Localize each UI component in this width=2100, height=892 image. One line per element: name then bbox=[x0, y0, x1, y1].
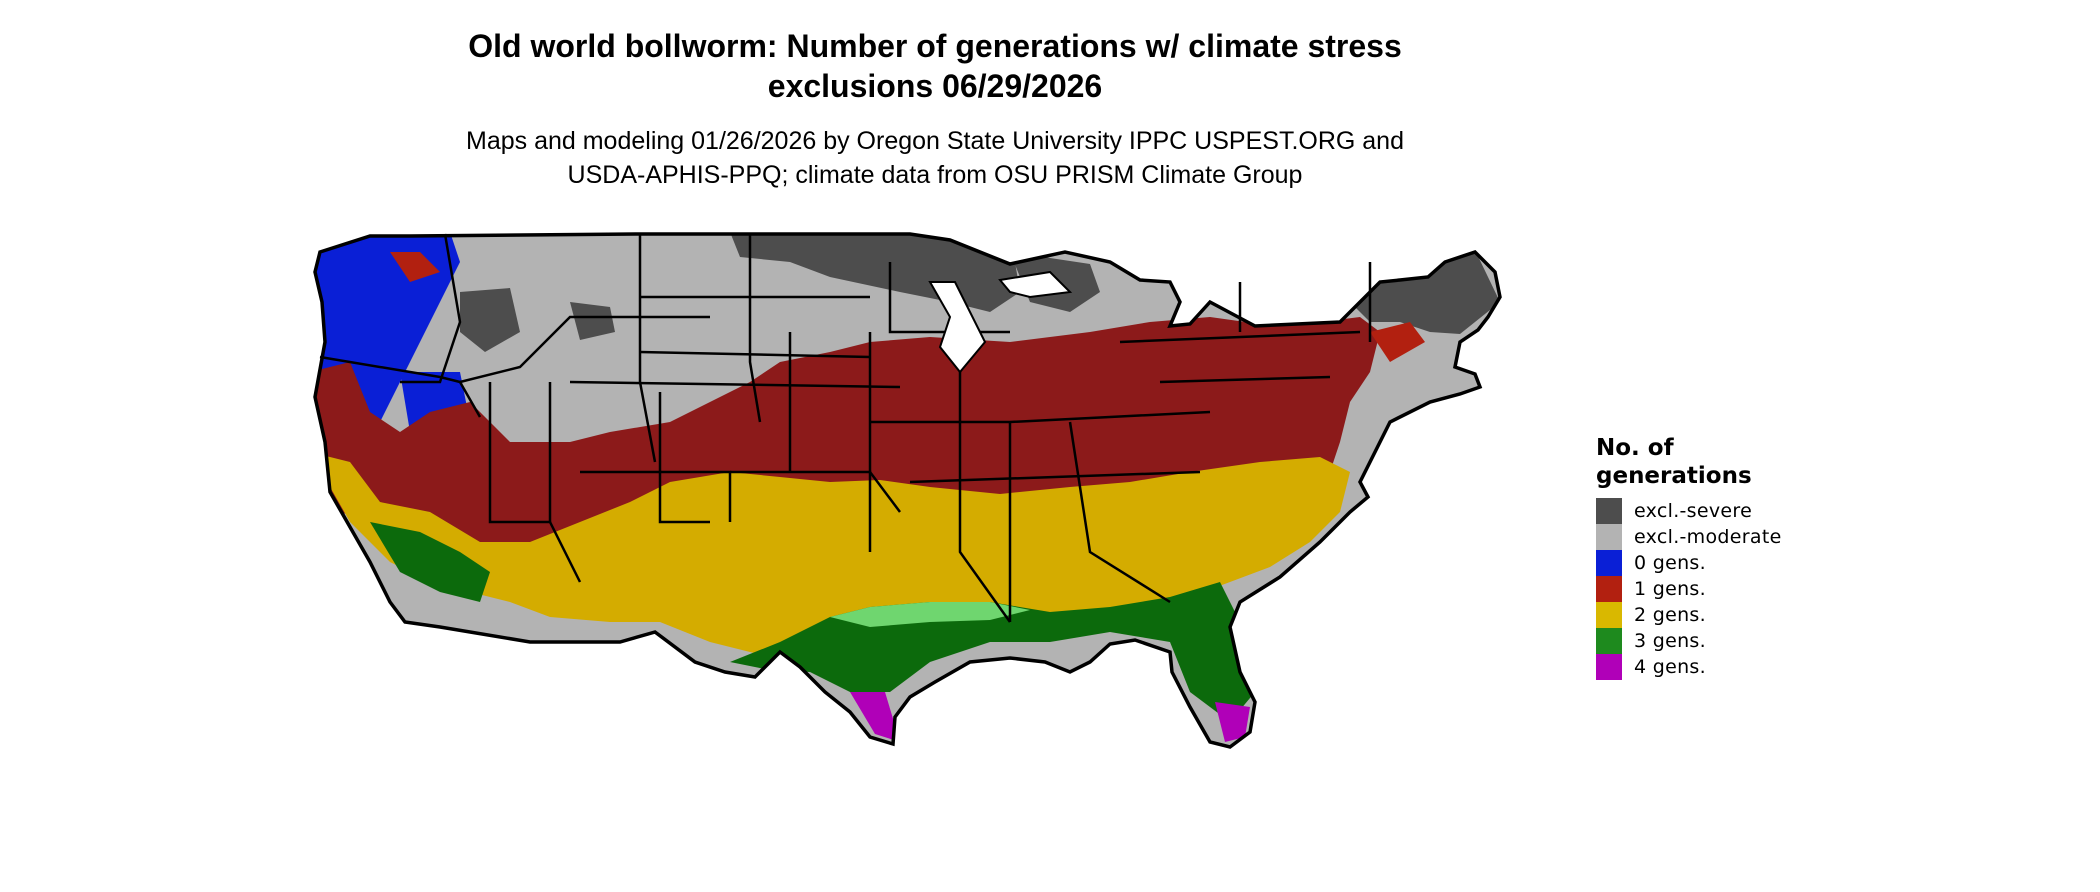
legend-label: 4 gens. bbox=[1634, 656, 1706, 678]
legend-item-4-gens: 4 gens. bbox=[1596, 654, 1856, 680]
legend-item-excl-moderate: excl.-moderate bbox=[1596, 524, 1856, 550]
lake-superior bbox=[998, 270, 1073, 299]
state-boundaries bbox=[319, 233, 1372, 623]
boundary-ne-ks bbox=[569, 380, 901, 389]
zone-3-gens-light bbox=[830, 602, 1030, 627]
legend-title: No. of generations bbox=[1596, 434, 1856, 490]
us-map bbox=[310, 222, 1560, 892]
zone-1-gens-newengland bbox=[1370, 322, 1425, 362]
boundary-co-ks bbox=[658, 392, 710, 524]
subtitle-line-2: USDA-APHIS-PPQ; climate data from OSU PR… bbox=[567, 161, 1303, 189]
legend: No. of generations excl.-severe excl.-mo… bbox=[1596, 434, 1856, 680]
boundary-sd-ne bbox=[639, 350, 871, 359]
boundary-tn-nc bbox=[909, 470, 1201, 484]
legend-item-3-gens: 3 gens. bbox=[1596, 628, 1856, 654]
title-line-1: Old world bollworm: Number of generation… bbox=[468, 28, 1402, 64]
legend-swatch bbox=[1596, 628, 1622, 654]
legend-item-excl-severe: excl.-severe bbox=[1596, 498, 1856, 524]
legend-swatch bbox=[1596, 602, 1622, 628]
zone-excl-severe-newengland bbox=[1350, 250, 1500, 334]
legend-item-0-gens: 0 gens. bbox=[1596, 550, 1856, 576]
zone-3-gens-southwest bbox=[370, 522, 490, 602]
title-line-2: exclusions 06/29/2026 bbox=[767, 68, 1103, 104]
zone-excl-severe-mountain bbox=[460, 288, 520, 352]
map-subtitle: Maps and modeling 01/26/2026 by Oregon S… bbox=[380, 124, 1490, 192]
boundary-pa-md bbox=[1159, 375, 1331, 384]
boundary-ga-sc bbox=[1068, 421, 1171, 604]
zone-4-gens-texas bbox=[850, 692, 900, 742]
legend-label: excl.-moderate bbox=[1634, 526, 1782, 548]
legend-label: 3 gens. bbox=[1634, 630, 1706, 652]
boundary-in-ky-al bbox=[958, 372, 1012, 623]
zone-excl-severe-wyoming bbox=[570, 302, 615, 340]
legend-item-1-gens: 1 gens. bbox=[1596, 576, 1856, 602]
legend-label: 1 gens. bbox=[1634, 578, 1706, 600]
legend-title-line-1: No. of bbox=[1596, 435, 1674, 461]
boundary-nd-mn bbox=[748, 234, 762, 423]
subtitle-line-1: Maps and modeling 01/26/2026 by Oregon S… bbox=[466, 127, 1404, 155]
boundary-northern-tier bbox=[459, 315, 710, 384]
legend-label: excl.-severe bbox=[1634, 500, 1753, 522]
map-title: Old world bollworm: Number of generation… bbox=[380, 26, 1490, 106]
legend-swatch bbox=[1596, 654, 1622, 680]
legend-swatch bbox=[1596, 524, 1622, 550]
legend-label: 0 gens. bbox=[1634, 552, 1706, 574]
boundary-or-ca bbox=[319, 355, 482, 418]
legend-label: 2 gens. bbox=[1634, 604, 1706, 626]
lake-michigan bbox=[928, 281, 987, 374]
boundary-mo-il bbox=[868, 332, 901, 513]
legend-item-2-gens: 2 gens. bbox=[1596, 602, 1856, 628]
legend-swatch bbox=[1596, 576, 1622, 602]
zone-4-gens-florida bbox=[1215, 702, 1250, 742]
zone-1-gens-idaho bbox=[390, 252, 440, 282]
legend-swatch bbox=[1596, 498, 1622, 524]
boundary-wa-id bbox=[400, 233, 462, 384]
us-map-svg bbox=[313, 232, 1502, 749]
boundary-pa-ny bbox=[1119, 330, 1361, 344]
legend-title-line-2: generations bbox=[1596, 463, 1752, 489]
boundary-nv-ut-az bbox=[488, 382, 582, 583]
generation-zones bbox=[315, 234, 1500, 747]
boundary-ohio-river bbox=[870, 410, 1211, 424]
legend-swatch bbox=[1596, 550, 1622, 576]
